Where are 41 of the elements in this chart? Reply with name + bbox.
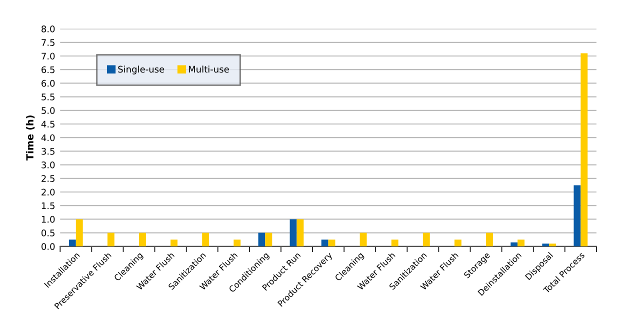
bar xyxy=(68,240,76,246)
bar xyxy=(321,240,328,246)
bar xyxy=(486,232,493,246)
bar xyxy=(170,240,178,246)
y-tick-label: 3.0 xyxy=(42,162,55,168)
y-tick-label: 5.5 xyxy=(42,94,54,100)
y-tick-label: 2.5 xyxy=(42,175,54,182)
y-tick-label: 6.5 xyxy=(42,66,54,74)
y-tick-label: 1.5 xyxy=(42,202,54,210)
y-tick-label: 0.0 xyxy=(42,243,55,250)
bar xyxy=(76,219,83,246)
bar xyxy=(542,244,550,246)
bar xyxy=(574,185,581,246)
bar xyxy=(549,244,556,246)
bar xyxy=(202,232,210,246)
y-tick-label: 4.5 xyxy=(41,120,54,128)
bar xyxy=(391,240,398,246)
y-tick-label: 8.0 xyxy=(42,26,55,32)
bar xyxy=(107,232,114,246)
bar xyxy=(234,240,241,246)
bar xyxy=(265,232,272,246)
y-axis-title: Time (h) xyxy=(26,115,35,160)
y-tick-label: 4.0 xyxy=(41,134,55,142)
bar xyxy=(290,219,297,246)
y-tick-label: 6.0 xyxy=(42,80,55,87)
y-tick-label: 1.0 xyxy=(42,216,55,223)
bar xyxy=(360,232,367,246)
y-tick-label: 0.5 xyxy=(42,230,54,236)
bar xyxy=(422,232,430,246)
y-tick-label: 7.5 xyxy=(42,39,54,46)
y-tick-label: 7.0 xyxy=(42,52,55,60)
bar xyxy=(296,219,304,246)
y-tick-label: 3.5 xyxy=(42,148,54,155)
bar xyxy=(454,240,462,246)
y-tick-label: 5.0 xyxy=(42,107,55,114)
bar xyxy=(580,53,588,246)
bar xyxy=(518,240,525,246)
legend-label: Multi-use xyxy=(188,66,229,73)
legend-label: Single-use xyxy=(118,66,164,74)
y-tick-label: 2.0 xyxy=(42,188,55,196)
bar xyxy=(139,232,146,246)
